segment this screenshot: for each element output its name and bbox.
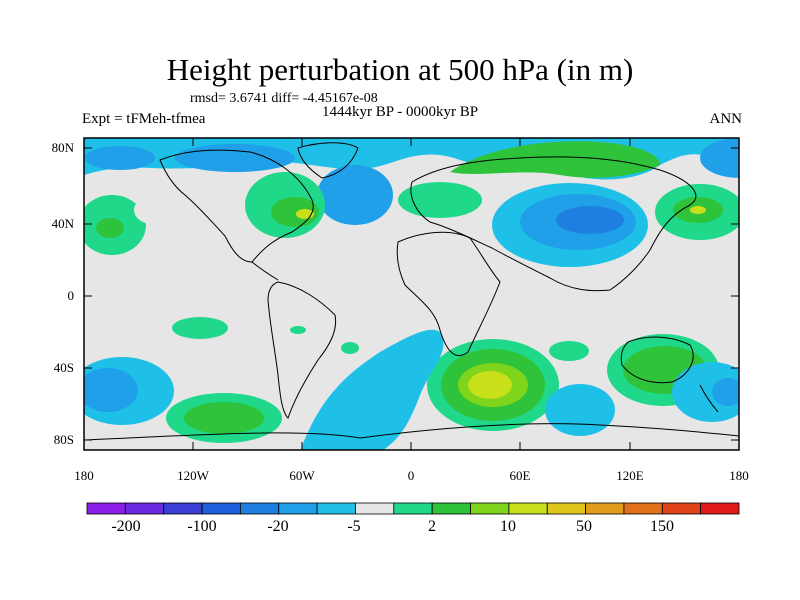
antarctica-coast: [84, 423, 739, 441]
lat-label-40s: 40S: [53, 360, 74, 375]
colorbar-box: [431, 502, 471, 515]
europe-positive: [398, 182, 482, 218]
colorbar-box: [661, 502, 702, 515]
lon-label-120w: 120W: [177, 468, 209, 483]
contour-field: [84, 138, 739, 450]
lon-label-0: 0: [407, 468, 415, 483]
colorbar-box: [124, 502, 165, 515]
greenland-coast: [297, 142, 359, 179]
lat-label-80s: 80S: [53, 432, 74, 447]
lat-label-80n: 80N: [51, 140, 74, 155]
plot-title: Height perturbation at 500 hPa (in m): [166, 52, 634, 87]
axis-ticks: [84, 138, 739, 450]
colorbar-label: 50: [576, 518, 592, 535]
lon-label-60e: 60E: [509, 468, 531, 483]
australia-coast: [620, 336, 694, 384]
colorbar-box: [585, 502, 625, 515]
colorbar-box: [393, 502, 433, 515]
se-pacific-negative: [672, 362, 739, 422]
eurasia-coast: [410, 156, 697, 292]
north-america-coast: [159, 149, 314, 263]
colorbar-box: [163, 502, 203, 515]
period-label: 1444kyr BP - 0000kyr BP: [322, 104, 479, 120]
colorbar-box: [470, 502, 510, 515]
lon-label-180e: 180: [729, 468, 749, 483]
coastlines: [84, 142, 739, 441]
stats-line: rmsd= 3.6741 diff= -4.45167e-08: [190, 91, 378, 106]
lon-label-120e: 120E: [616, 468, 644, 483]
colorbar-label: -200: [111, 518, 141, 535]
colorbar-box: [240, 502, 280, 515]
colorbar-box: [508, 502, 548, 515]
siberia-positive: [450, 141, 660, 178]
colorbar: [86, 502, 740, 515]
e-pacific-positive: [172, 317, 228, 339]
colorbar-box: [316, 502, 356, 515]
n-atlantic-negative: [317, 165, 393, 225]
colorbar-label: -5: [347, 518, 361, 535]
colorbar-label: -20: [267, 518, 289, 535]
lon-label-180w: 180: [74, 468, 94, 483]
colorbar-box: [355, 502, 395, 515]
colorbar-label: -100: [187, 518, 217, 535]
lat-label-0: 0: [67, 288, 75, 303]
colorbar-label: 150: [650, 518, 674, 535]
south-america-coast: [267, 281, 337, 419]
colorbar-label: 10: [500, 518, 516, 535]
colorbar-label: 2: [428, 518, 436, 535]
lon-label-60w: 60W: [289, 468, 315, 483]
colorbar-box: [278, 502, 318, 515]
colorbar-box: [700, 502, 740, 515]
experiment-label: Expt = tFMeh-tfmea: [82, 111, 206, 127]
s-atlantic-negative: [300, 329, 444, 450]
colorbar-box: [86, 502, 126, 515]
colorbar-box: [623, 502, 663, 515]
season-label: ANN: [709, 111, 743, 127]
lat-label-40n: 40N: [51, 216, 74, 231]
colorbar-box: [546, 502, 586, 515]
colorbar-box: [201, 502, 241, 515]
